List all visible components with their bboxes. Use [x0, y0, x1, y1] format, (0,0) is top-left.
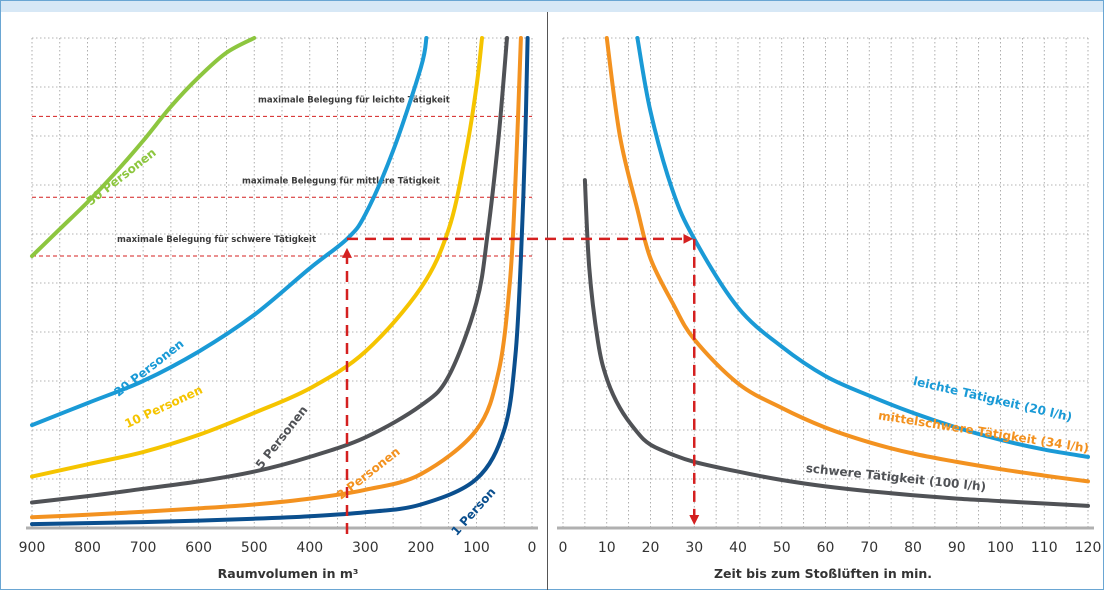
- limit-label: maximale Belegung für leichte Tätigkeit: [258, 95, 450, 105]
- left-x-tick-label: 400: [296, 540, 323, 556]
- right-x-tick-label: 10: [598, 540, 616, 556]
- curve-label-20: 20 Personen: [111, 337, 186, 400]
- panel-divider: [547, 12, 548, 590]
- limit-label: maximale Belegung für schwere Tätigkeit: [117, 235, 316, 245]
- curve-50-personen: [30, 36, 257, 259]
- left-x-tick-label: 200: [408, 540, 435, 556]
- right-x-tick-label: 70: [860, 540, 878, 556]
- right-grid: [557, 37, 1094, 530]
- curve-20-personen: [30, 36, 429, 428]
- left-x-tick-label: 700: [130, 540, 157, 556]
- right-x-tick-label: 30: [685, 540, 703, 556]
- left-x-tick-label: 800: [74, 540, 101, 556]
- right-x-tick-label: 110: [1031, 540, 1058, 556]
- limit-lines: maximale Belegung für leichte Tätigkeit m…: [32, 95, 532, 257]
- curve-1-personen: [30, 36, 530, 527]
- curve-heavy-activity: [582, 178, 1090, 508]
- limit-label: maximale Belegung für mittlere Tätigkeit: [242, 176, 440, 186]
- curve-label-10: 10 Personen: [122, 383, 204, 431]
- right-x-tick-label: 80: [904, 540, 922, 556]
- example-guides: [342, 233, 700, 534]
- curve-light-activity: [635, 36, 1090, 459]
- left-x-axis-label: Raumvolumen in m³: [218, 566, 359, 581]
- left-x-tick-label: 0: [528, 540, 537, 556]
- curve-medium-activity: [604, 36, 1090, 484]
- left-x-tick-label: 100: [463, 540, 490, 556]
- right-x-axis-label: Zeit bis zum Stoßlüften in min.: [714, 566, 932, 581]
- curve-label-2: 2 Personen: [334, 444, 403, 502]
- left-x-tick-label: 500: [241, 540, 268, 556]
- curve-10-personen: [30, 36, 484, 479]
- curve-5-personen: [30, 36, 509, 505]
- right-x-tick-label: 60: [817, 540, 835, 556]
- right-x-tick-label: 100: [987, 540, 1014, 556]
- curves: [30, 36, 1090, 527]
- right-x-tick-label: 90: [948, 540, 966, 556]
- curve-2-personen: [30, 36, 523, 520]
- right-x-tick-label: 50: [773, 540, 791, 556]
- left-x-tick-label: 600: [185, 540, 212, 556]
- right-x-tick-label: 120: [1075, 540, 1102, 556]
- top-band: [1, 1, 1103, 12]
- right-x-tick-label: 20: [642, 540, 660, 556]
- left-x-tick-label: 300: [352, 540, 379, 556]
- left-grid: [26, 37, 538, 530]
- right-x-tick-label: 40: [729, 540, 747, 556]
- curve-label-50: 50 Personen: [84, 145, 159, 208]
- right-x-tick-label: 0: [559, 540, 568, 556]
- tick-labels: 900 800 700 600 500 400 300 200 100 0 0 10 20 30 40 50 6…: [19, 540, 1102, 556]
- left-x-tick-label: 900: [19, 540, 46, 556]
